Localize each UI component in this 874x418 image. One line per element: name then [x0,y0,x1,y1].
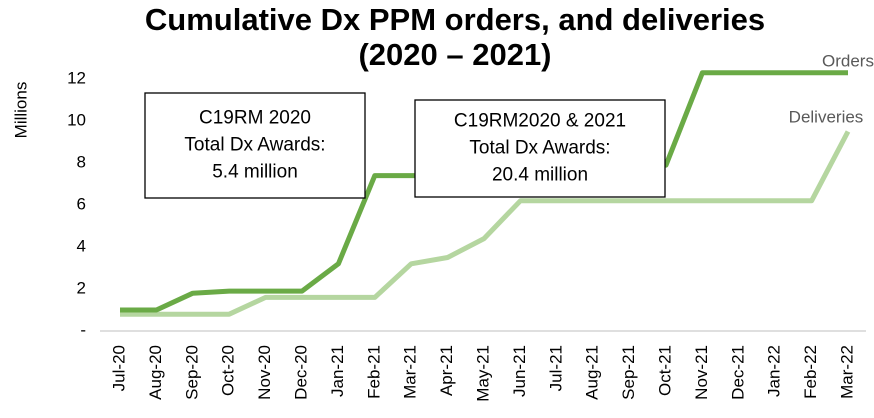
annotation-text: Total Dx Awards: [184,135,325,156]
annotation-box [414,99,666,198]
x-tick-label: Nov-21 [692,345,711,400]
y-tick-label: 8 [77,152,86,171]
annotation-text: 20.4 million [492,165,588,186]
annotation-text: 5.4 million [212,162,298,183]
annotation-box [144,92,366,199]
x-tick-label: Mar-22 [837,345,856,399]
chart-title: Cumulative Dx PPM orders, and deliveries [145,2,765,37]
y-tick-label: 6 [77,194,86,213]
x-tick-label: Sep-21 [619,345,638,400]
legend-label: Deliveries [789,107,864,126]
y-tick-label: 12 [67,68,86,87]
x-tick-label: Feb-21 [364,345,383,399]
x-tick-label: Oct-21 [655,345,674,396]
annotation-text: C19RM 2020 [199,108,311,129]
x-tick-label: Feb-22 [801,345,820,399]
y-axis-label: Millions [11,82,30,139]
x-tick-label: Sep-20 [182,345,201,400]
y-tick-label: 2 [77,278,86,297]
y-tick-label: - [80,320,86,339]
x-tick-label: Jun-21 [510,345,529,397]
annotation-text: Total Dx Awards: [469,138,610,159]
x-tick-label: Oct-20 [219,345,238,396]
x-tick-label: Dec-20 [291,345,310,400]
x-tick-label: Jul-20 [109,345,128,391]
x-tick-label: Aug-21 [583,345,602,400]
x-tick-label: May-21 [473,345,492,402]
x-tick-label: Aug-20 [146,345,165,400]
chart-title: (2020 – 2021) [358,37,551,72]
x-tick-label: Apr-21 [437,345,456,396]
x-tick-label: Jan-21 [328,345,347,397]
legend-label: Orders [822,51,874,70]
y-tick-label: 4 [77,236,86,255]
x-tick-label: Dec-21 [728,345,747,400]
y-tick-label: 10 [67,110,86,129]
x-tick-label: Jul-21 [546,345,565,391]
annotation-text: C19RM2020 & 2021 [454,111,626,132]
series-line [120,130,851,317]
x-tick-label: Mar-21 [401,345,420,399]
x-tick-label: Jan-22 [765,345,784,397]
x-tick-label: Nov-20 [255,345,274,400]
